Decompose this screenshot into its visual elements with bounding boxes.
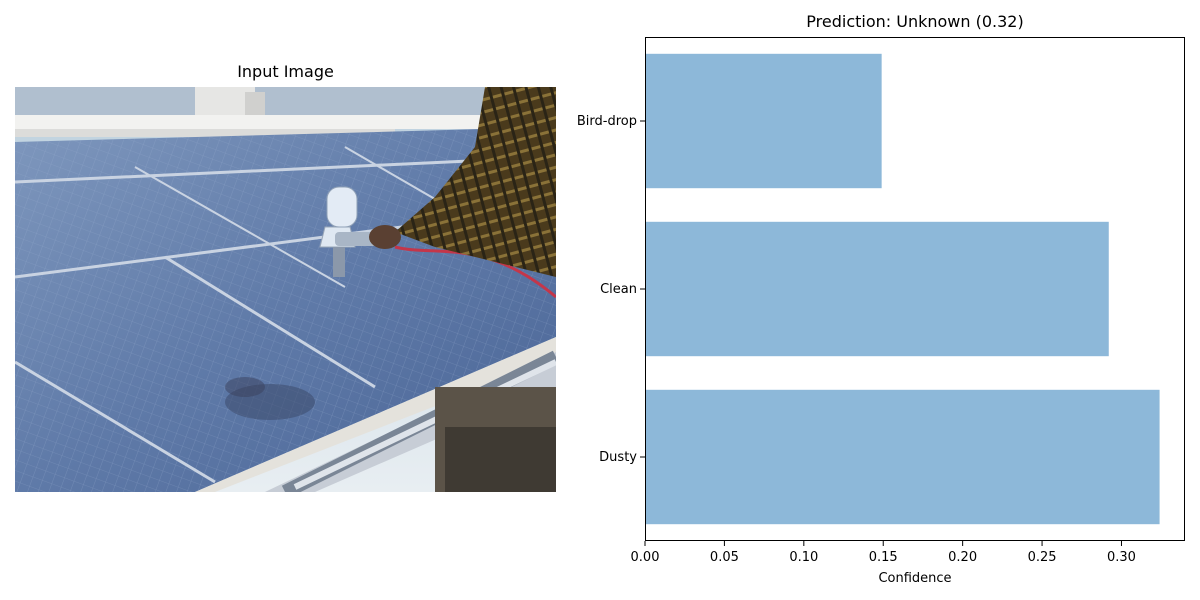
x-tick-label: 0.25 <box>1028 550 1057 565</box>
plot-frame <box>645 37 1185 541</box>
x-tick-label: 0.30 <box>1107 550 1136 565</box>
x-tick-label: 0.00 <box>631 550 660 565</box>
axes-layer: Dusty Clean Bird-drop 0.00 0.05 0.10 0.15 0.20 0… <box>577 37 1185 565</box>
input-image-title: Input Image <box>237 62 334 81</box>
x-tick-label: 0.05 <box>710 550 739 565</box>
y-tick-label: Bird-drop <box>577 114 637 129</box>
x-tick-label: 0.15 <box>869 550 898 565</box>
y-tick-label: Dusty <box>599 450 637 465</box>
bar-dusty <box>645 389 1160 525</box>
bar-bird-drop <box>645 53 882 189</box>
chart-title: Prediction: Unknown (0.32) <box>806 12 1024 31</box>
input-image <box>15 87 556 492</box>
bar-clean <box>645 221 1109 357</box>
x-axis-label: Confidence <box>878 571 951 586</box>
bars-layer <box>645 53 1160 525</box>
x-tick-label: 0.10 <box>789 550 818 565</box>
x-tick-label: 0.20 <box>948 550 977 565</box>
y-tick-label: Clean <box>600 282 637 297</box>
